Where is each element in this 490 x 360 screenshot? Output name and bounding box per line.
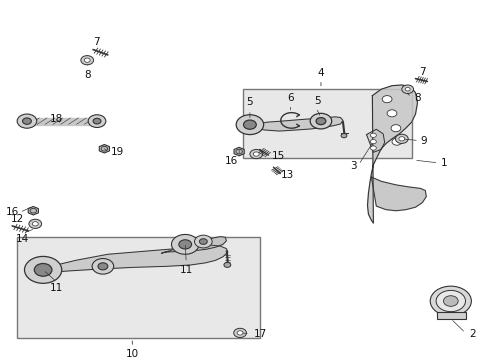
Circle shape [443, 296, 458, 306]
Polygon shape [371, 177, 426, 211]
Text: 3: 3 [350, 161, 357, 171]
Circle shape [250, 149, 263, 159]
Circle shape [316, 118, 326, 125]
Text: 8: 8 [84, 70, 91, 80]
Circle shape [341, 134, 347, 138]
Text: 5: 5 [246, 97, 253, 107]
Circle shape [172, 234, 199, 254]
Circle shape [88, 115, 106, 127]
Circle shape [23, 118, 31, 124]
Text: 2: 2 [469, 329, 476, 339]
Circle shape [391, 125, 401, 132]
Text: 11: 11 [49, 283, 63, 293]
Circle shape [392, 138, 402, 145]
Circle shape [93, 118, 101, 124]
Text: 15: 15 [272, 151, 285, 161]
Circle shape [199, 239, 207, 244]
Text: 19: 19 [111, 147, 124, 157]
Text: 17: 17 [254, 329, 267, 339]
Circle shape [17, 114, 37, 128]
Text: 16: 16 [225, 156, 238, 166]
Circle shape [32, 222, 38, 226]
Circle shape [179, 240, 192, 249]
Text: 9: 9 [420, 136, 427, 146]
Polygon shape [99, 144, 109, 153]
Text: 11: 11 [179, 265, 193, 275]
Circle shape [402, 85, 414, 94]
Circle shape [253, 152, 259, 156]
Circle shape [382, 96, 392, 103]
Circle shape [234, 328, 246, 338]
Bar [437, 312, 465, 319]
Text: 4: 4 [318, 68, 324, 78]
Circle shape [195, 235, 212, 248]
Circle shape [34, 264, 52, 276]
Text: 16: 16 [5, 207, 19, 217]
Circle shape [81, 55, 94, 65]
Circle shape [395, 134, 408, 143]
Text: 10: 10 [126, 349, 139, 359]
Circle shape [244, 120, 256, 129]
Polygon shape [368, 85, 417, 223]
Circle shape [387, 110, 397, 117]
Polygon shape [47, 245, 228, 273]
Text: 7: 7 [419, 67, 426, 77]
Polygon shape [28, 118, 96, 125]
Polygon shape [162, 237, 226, 253]
Circle shape [370, 140, 376, 144]
Circle shape [236, 115, 264, 135]
Circle shape [92, 258, 114, 274]
Text: 8: 8 [414, 94, 421, 103]
Circle shape [405, 87, 410, 91]
Polygon shape [250, 117, 343, 131]
Polygon shape [367, 129, 385, 152]
Polygon shape [28, 207, 38, 215]
Text: 5: 5 [314, 96, 321, 106]
Circle shape [430, 286, 471, 316]
Text: 12: 12 [11, 214, 24, 224]
Polygon shape [234, 147, 244, 156]
Text: 18: 18 [49, 114, 63, 124]
Circle shape [224, 262, 231, 267]
Text: 13: 13 [281, 170, 294, 180]
Text: 14: 14 [15, 234, 29, 244]
Text: 6: 6 [287, 93, 294, 103]
Text: 7: 7 [93, 37, 99, 47]
Circle shape [310, 113, 332, 129]
Circle shape [84, 58, 90, 62]
Text: 1: 1 [441, 158, 448, 168]
Circle shape [29, 219, 42, 229]
Circle shape [98, 263, 108, 270]
Circle shape [24, 256, 62, 283]
Circle shape [370, 146, 376, 150]
Circle shape [436, 291, 466, 312]
Circle shape [370, 133, 376, 138]
Bar [243, 89, 412, 158]
Bar [17, 237, 260, 338]
Circle shape [399, 137, 405, 141]
Circle shape [237, 331, 243, 335]
